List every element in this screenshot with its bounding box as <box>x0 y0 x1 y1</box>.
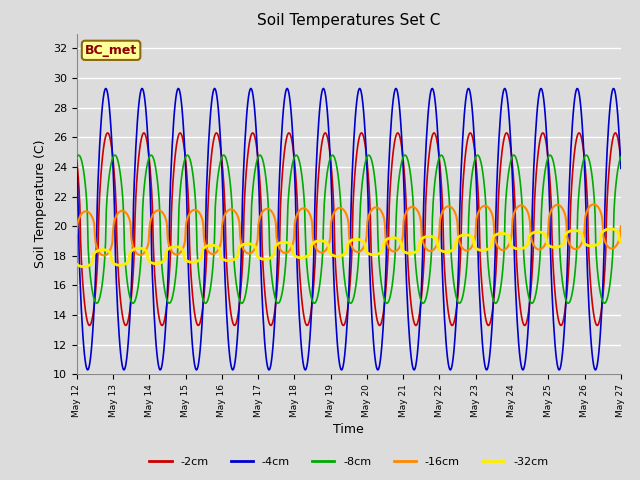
X-axis label: Time: Time <box>333 423 364 436</box>
Title: Soil Temperatures Set C: Soil Temperatures Set C <box>257 13 440 28</box>
Y-axis label: Soil Temperature (C): Soil Temperature (C) <box>35 140 47 268</box>
Text: BC_met: BC_met <box>85 44 137 57</box>
Legend: -2cm, -4cm, -8cm, -16cm, -32cm: -2cm, -4cm, -8cm, -16cm, -32cm <box>145 452 553 471</box>
